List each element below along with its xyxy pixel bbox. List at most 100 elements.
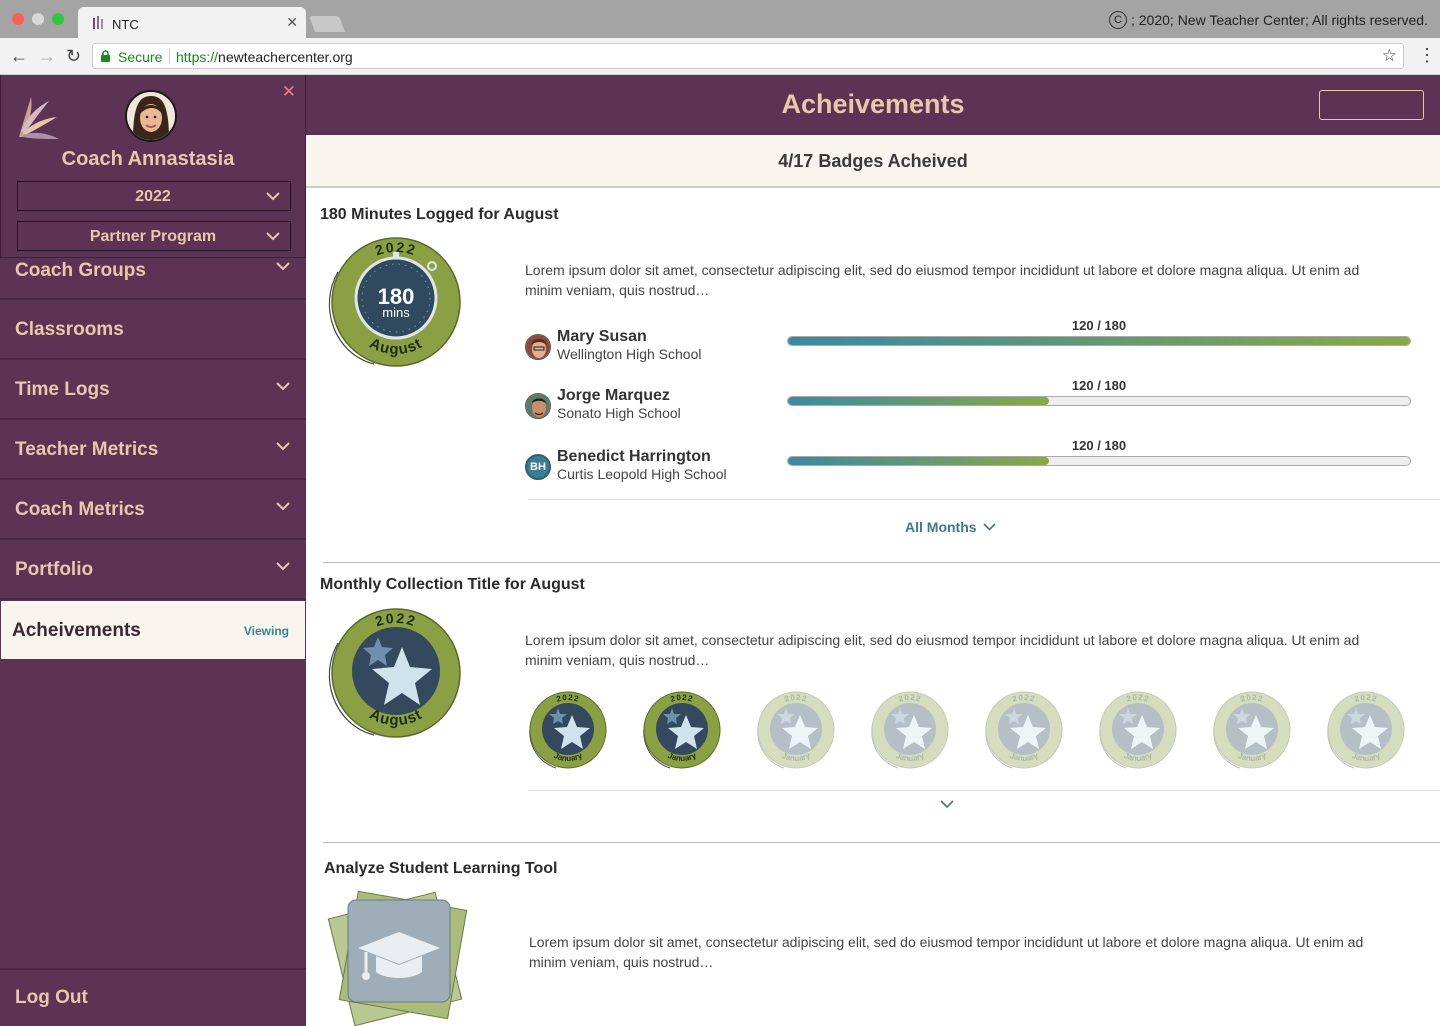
url-separator [169, 48, 170, 64]
svg-text:August: August [367, 335, 426, 358]
svg-text:January: January [1122, 751, 1154, 763]
monthly-badge[interactable]: 2022 January [1096, 690, 1178, 772]
svg-text:January: January [894, 751, 926, 763]
sidebar-item-achievements[interactable]: Acheivements Viewing [0, 600, 306, 660]
section-divider [323, 842, 1440, 843]
bookmark-star-icon[interactable]: ☆ [1381, 46, 1397, 65]
copyright-text: ; 2020; New Teacher Center; All rights r… [1130, 12, 1428, 28]
reload-icon[interactable]: ↻ [66, 46, 82, 66]
url-field[interactable]: Secure https://newteachercenter.org ☆ [92, 43, 1404, 69]
badge-unit: mins [382, 305, 410, 320]
star-badge-icon: 2022 August [328, 608, 461, 738]
avatar-portrait-icon [127, 92, 175, 140]
lock-icon [101, 50, 110, 62]
monthly-badge[interactable]: 2022 January [1324, 690, 1406, 772]
close-icon[interactable]: ✕ [281, 82, 296, 101]
avatar-portrait-icon [526, 394, 550, 418]
chevron-down-icon [276, 382, 290, 391]
list-item[interactable]: Mary Susan Wellington High School [525, 328, 775, 368]
back-arrow-icon[interactable]: ← [10, 46, 28, 66]
chevron-down-icon [982, 523, 996, 531]
progress-fill [788, 337, 1410, 345]
tab-close-icon[interactable]: ✕ [286, 14, 298, 30]
monthly-badge[interactable]: 2022 January [982, 690, 1064, 772]
badge-year: 2022 [783, 693, 807, 704]
list-item[interactable]: Jorge Marquez Sonato High School [525, 387, 775, 427]
viewing-badge: Viewing [243, 624, 289, 638]
svg-text:2022: 2022 [555, 693, 580, 704]
section-title: Monthly Collection Title for August [320, 576, 585, 593]
sidebar-item-coach-groups[interactable]: Coach Groups [0, 240, 306, 300]
chevron-down-icon [276, 262, 290, 271]
browser-tab[interactable]: NTC ✕ [78, 7, 306, 38]
program-select[interactable]: Partner Program [17, 221, 291, 251]
section-title: 180 Minutes Logged for August [320, 206, 559, 223]
browser-tab-bar: NTC ✕ C ; 2020; New Teacher Center; All … [0, 0, 1440, 38]
progress-count: 120 / 180 [1071, 378, 1127, 393]
svg-text:January: January [666, 751, 698, 763]
svg-text:January: January [1236, 751, 1268, 763]
svg-text:2022: 2022 [1353, 693, 1378, 704]
all-months-label: All Months [905, 519, 977, 535]
svg-text:January: January [780, 751, 812, 763]
badge-month: January [1236, 751, 1268, 763]
svg-text:January: January [552, 751, 584, 763]
star-badge-icon: 2022 January [529, 691, 607, 769]
coach-avatar[interactable] [125, 90, 177, 142]
progress-fill [788, 457, 1050, 465]
monthly-badge[interactable]: 2022 January [754, 690, 836, 772]
monthly-badge[interactable]: 2022 January [640, 690, 722, 772]
graduation-cap-badge-icon [327, 890, 468, 1026]
sidebar-item-label: Coach Metrics [15, 499, 145, 520]
badge-year: 2022 [1353, 693, 1377, 704]
svg-text:2022: 2022 [1239, 693, 1264, 704]
progress-bar [787, 336, 1411, 346]
sidebar-item-time-logs[interactable]: Time Logs [0, 360, 306, 420]
monthly-badge[interactable]: 2022 January [868, 690, 950, 772]
star-badge-icon: 2022 January [757, 691, 835, 769]
monthly-badge[interactable]: 2022 January [1210, 690, 1292, 772]
monthly-badge[interactable]: 2022 January [526, 690, 608, 772]
window-minimize-button[interactable] [32, 13, 44, 25]
star-badge-icon: 2022 January [985, 691, 1063, 769]
progress-fill [788, 397, 1050, 405]
section-description: Lorem ipsum dolor sit amet, consectetur … [525, 632, 1360, 668]
window-maximize-button[interactable] [52, 13, 64, 25]
star-badge-icon: 2022 January [1327, 691, 1405, 769]
header-action-button[interactable] [1319, 90, 1424, 120]
badge-month: August [367, 335, 425, 358]
teacher-name: Jorge Marquez [557, 387, 670, 404]
all-months-toggle[interactable]: All Months [905, 519, 996, 535]
badge-year: 2022 [1125, 693, 1149, 704]
forward-arrow-icon[interactable]: → [38, 46, 56, 66]
ntc-logo-icon [19, 97, 59, 139]
badge-month: January [1350, 751, 1382, 763]
sidebar-item-coach-metrics[interactable]: Coach Metrics [0, 480, 306, 540]
sidebar-item-label: Acheivements [12, 620, 141, 641]
svg-text:2022: 2022 [1011, 693, 1036, 704]
chevron-down-icon[interactable] [940, 800, 954, 809]
window-close-button[interactable] [12, 13, 24, 25]
badge-month: January [894, 751, 926, 763]
teacher-avatar [525, 334, 551, 360]
page-header: Acheivements [306, 75, 1440, 135]
badge-value: 180 [378, 284, 415, 309]
sidebar-item-classrooms[interactable]: Classrooms [0, 300, 306, 360]
browser-menu-icon[interactable]: ⋮ [1418, 45, 1436, 65]
progress-bar [787, 396, 1411, 406]
svg-text:January: January [1350, 751, 1382, 763]
url-host: newteachercenter.org [218, 49, 353, 65]
logout-button[interactable]: Log Out [0, 968, 306, 1026]
ntc-favicon-icon [93, 16, 103, 29]
sidebar-item-label: Classrooms [15, 319, 124, 340]
list-item[interactable]: BH Benedict Harrington Curtis Leopold Hi… [525, 448, 775, 488]
logout-label: Log Out [15, 987, 88, 1008]
sidebar-item-label: Portfolio [15, 559, 94, 580]
teacher-name: Benedict Harrington [557, 448, 711, 465]
sidebar-item-portfolio[interactable]: Portfolio [0, 540, 306, 600]
svg-text:2022: 2022 [669, 693, 694, 704]
badge-month: August [367, 706, 425, 729]
sidebar-item-teacher-metrics[interactable]: Teacher Metrics [0, 420, 306, 480]
new-tab-button[interactable] [309, 16, 345, 32]
year-select[interactable]: 2022 [17, 181, 291, 211]
